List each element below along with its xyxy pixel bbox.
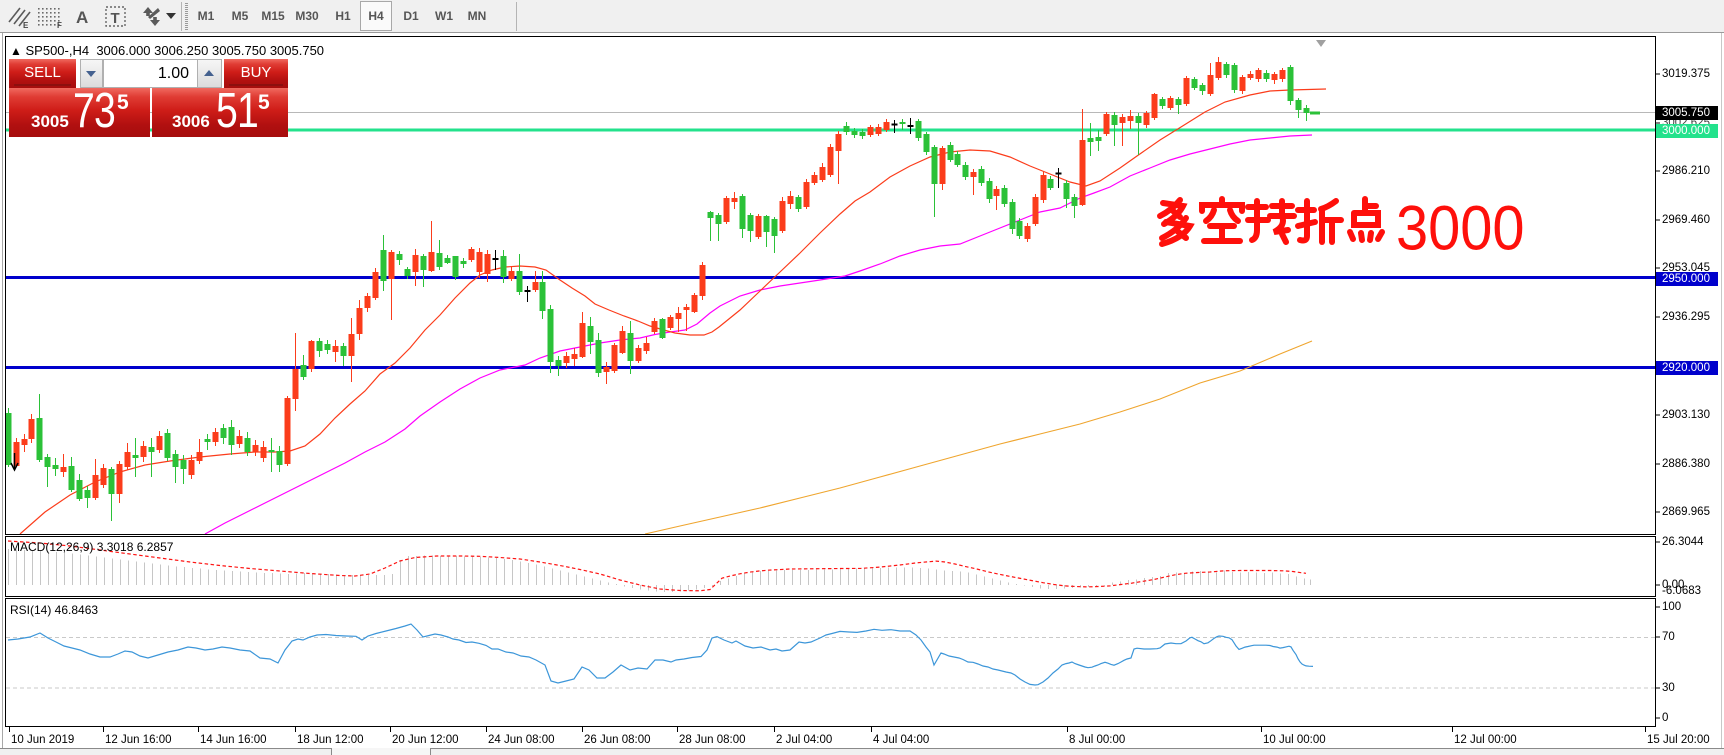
- svg-text:A: A: [76, 8, 88, 27]
- svg-text:E: E: [23, 21, 29, 30]
- svg-text:T: T: [111, 10, 120, 27]
- svg-text:F: F: [57, 21, 62, 30]
